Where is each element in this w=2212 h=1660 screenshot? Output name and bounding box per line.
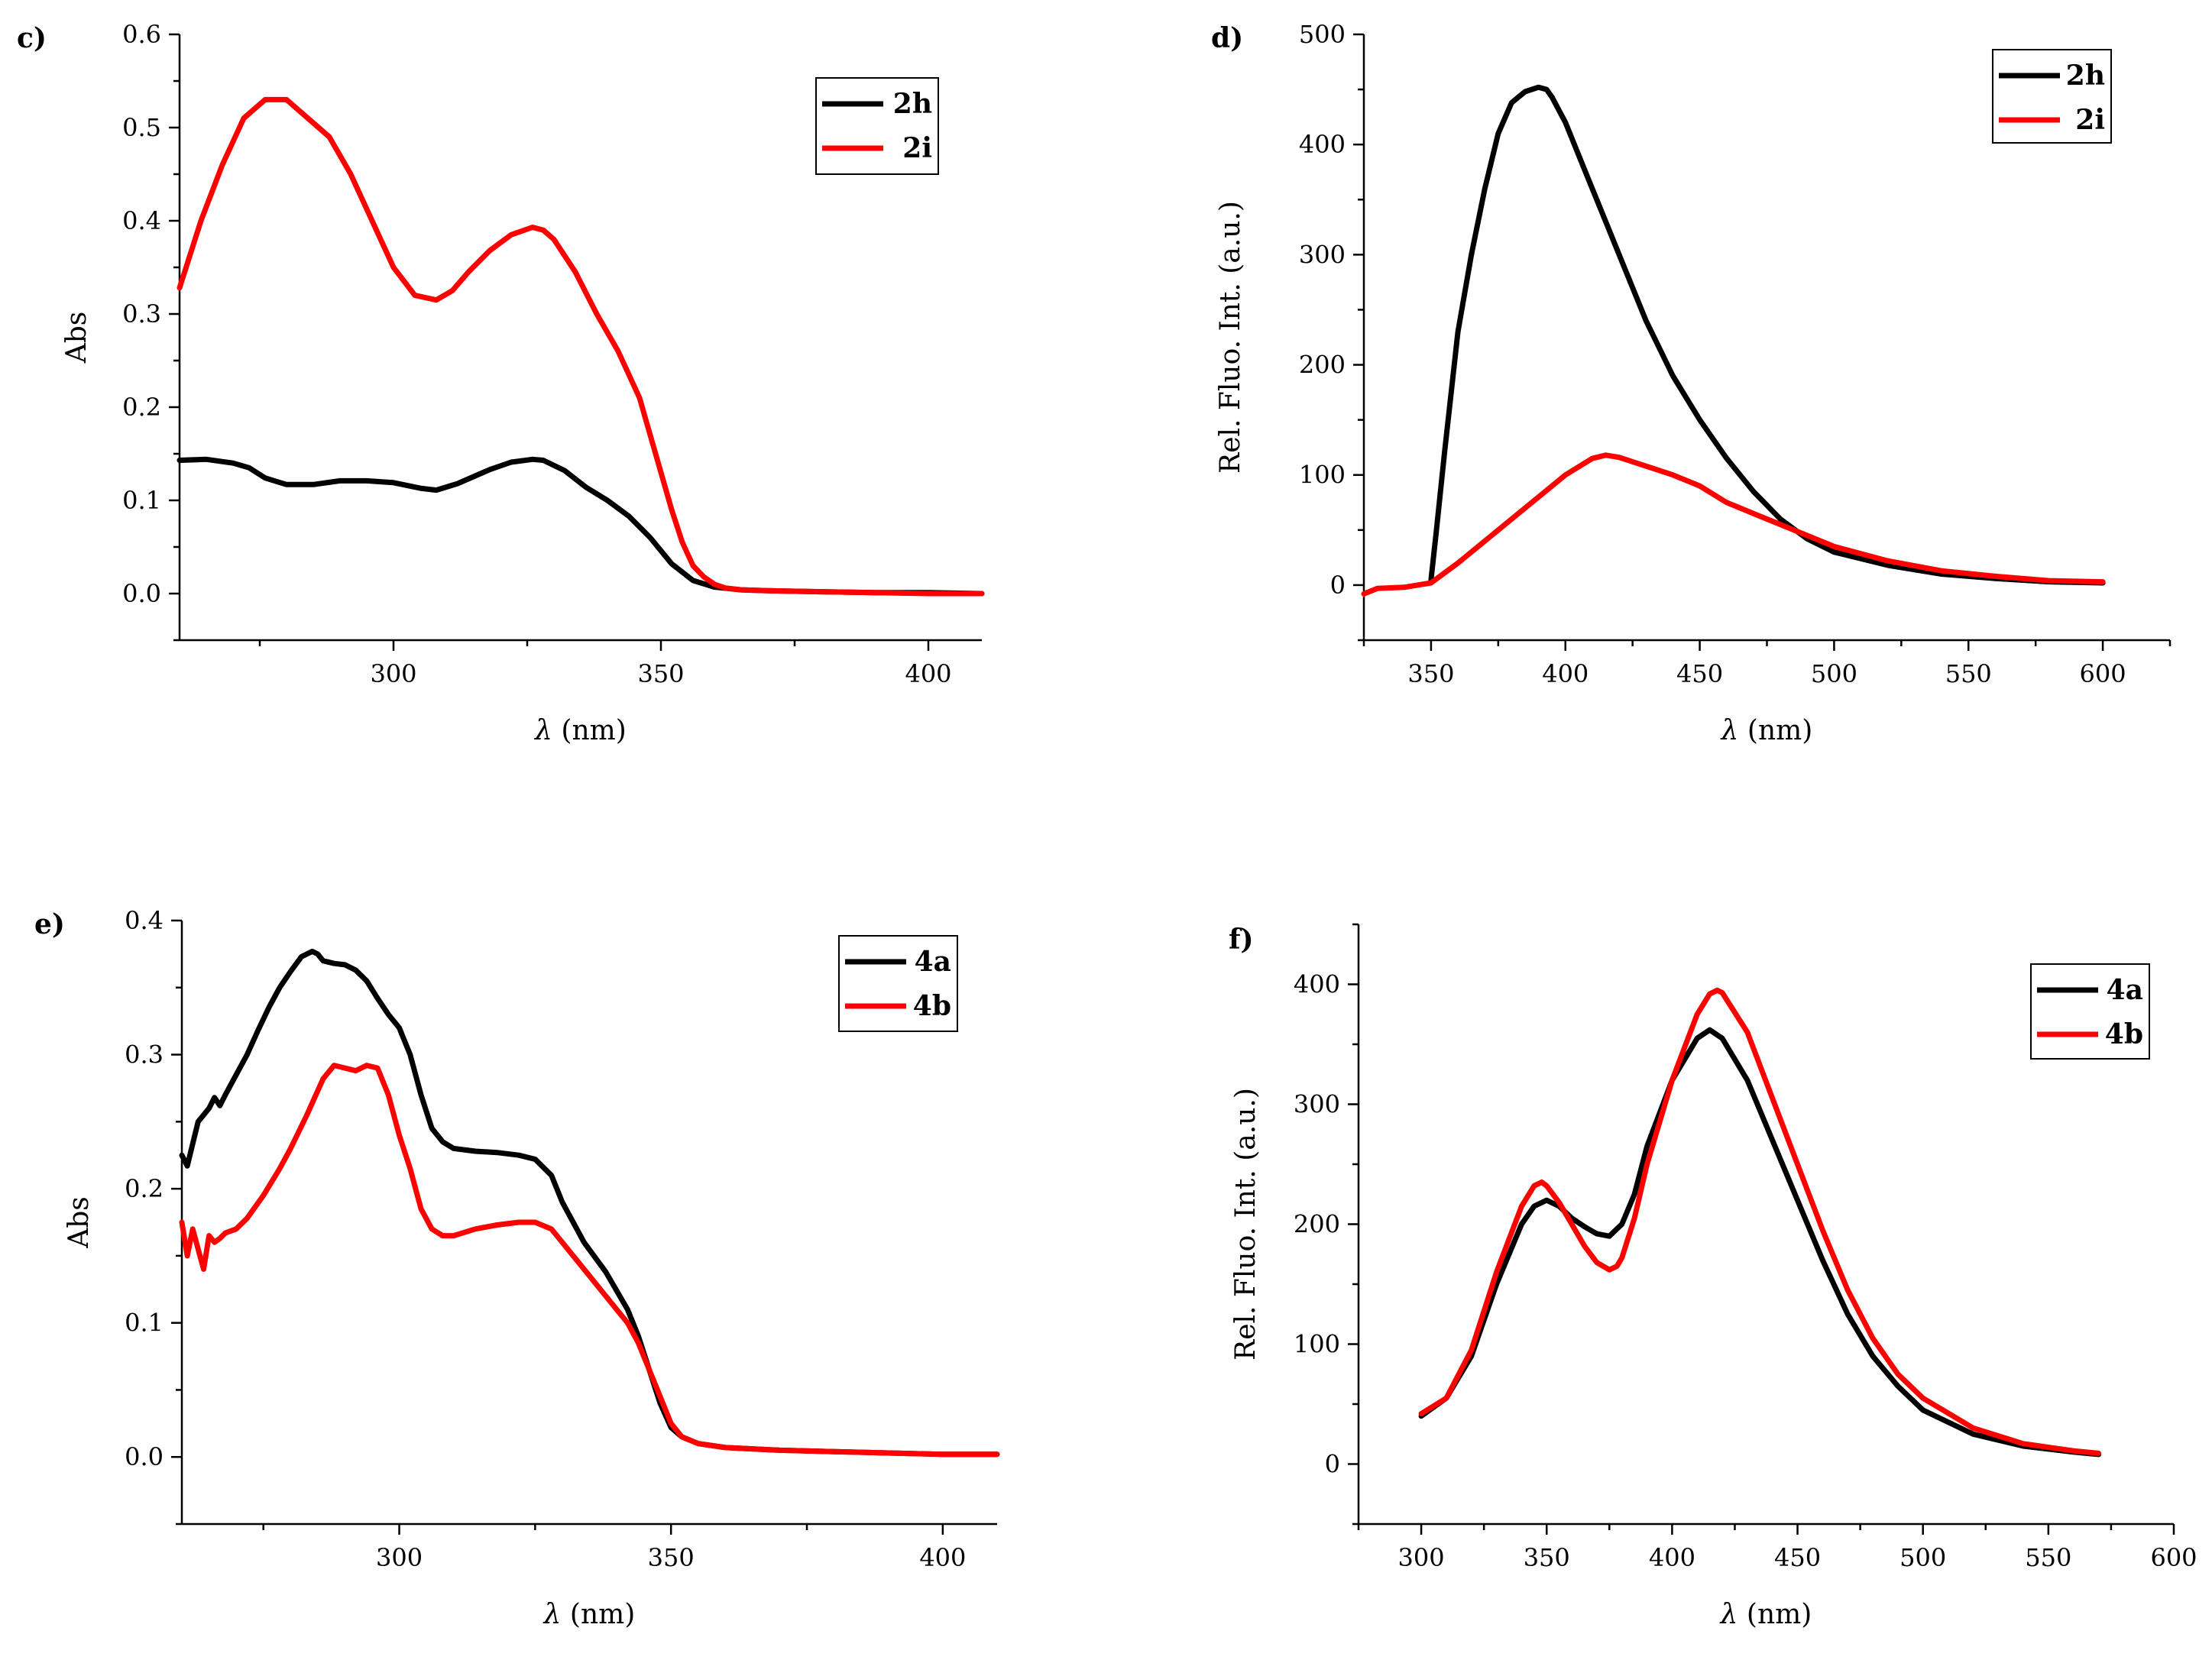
x-axis-label-symbol: λ (542, 1599, 562, 1630)
y-tick-label: 0.2 (122, 393, 161, 422)
legend-box (838, 935, 958, 1032)
legend-label-4a: 4a (2107, 974, 2143, 1006)
x-tick-label: 300 (370, 659, 416, 688)
legend-label-2h: 2h (2066, 60, 2105, 92)
y-tick-label: 100 (1299, 461, 1346, 490)
panel-f-fluorescence-4a-4b: f) 300 350 400 450 500 550 600 0 100 200 300 400 λ (n… (1229, 923, 2197, 1630)
y-tick-label: 0.4 (122, 206, 161, 235)
legend-box (1992, 49, 2112, 144)
series-line-2h (177, 456, 985, 597)
y-axis-label: Rel. Fluo. Int. (a.u.) (1230, 1088, 1261, 1361)
x-tick-label: 350 (648, 1543, 695, 1572)
x-axis-label-unit: (nm) (552, 715, 627, 746)
panel-label: f) (1229, 924, 1254, 956)
series-line-2h (1428, 84, 2106, 586)
x-axis-label: λ (nm) (1719, 1599, 1812, 1630)
x-tick-label: 450 (1774, 1543, 1821, 1572)
legend-label-4a: 4a (915, 946, 951, 978)
y-tick-label: 0.6 (122, 20, 161, 49)
y-tick-label: 0.4 (125, 906, 164, 935)
x-axis-label: λ (nm) (533, 715, 627, 746)
x-tick-label: 500 (1811, 659, 1857, 688)
x-tick-label: 300 (376, 1543, 423, 1572)
y-tick-label: 0 (1325, 1450, 1340, 1479)
y-axis-label: Abs (63, 1196, 95, 1249)
legend-label-4b: 4b (2105, 1018, 2143, 1050)
y-tick-label: 0.1 (125, 1309, 164, 1338)
series-line-2i (1361, 452, 2106, 597)
x-tick-label: 350 (637, 659, 684, 688)
x-tick-label: 400 (919, 1543, 966, 1572)
y-tick-label: 200 (1299, 351, 1346, 380)
x-axis-label-unit: (nm) (561, 1599, 635, 1630)
y-tick-label: 0.0 (125, 1442, 164, 1471)
x-tick-label: 500 (1899, 1543, 1946, 1572)
panel-d-fluorescence-2h-2i: d) 350 400 450 500 550 600 0 100 200 300 400 500 λ (n… (1211, 20, 2172, 746)
y-tick-label: 300 (1294, 1090, 1340, 1119)
y-tick-label: 100 (1294, 1330, 1340, 1359)
y-tick-label: 0 (1330, 571, 1346, 600)
x-tick-label: 400 (1649, 1543, 1695, 1572)
x-tick-label: 550 (1945, 659, 1992, 688)
series-line-2i (177, 96, 985, 597)
series-line-4b (179, 1063, 1000, 1458)
x-axis-label: λ (nm) (542, 1599, 636, 1630)
x-tick-label: 550 (2025, 1543, 2071, 1572)
x-tick-label: 600 (2080, 659, 2126, 688)
x-axis-label: λ (nm) (1720, 715, 1813, 746)
legend-label-2i: 2i (902, 132, 932, 164)
panel-label: e) (34, 908, 65, 940)
x-axis-label-symbol: λ (1719, 1599, 1738, 1630)
y-tick-label: 0.1 (122, 486, 161, 515)
legend-label-2i: 2i (2075, 104, 2105, 136)
y-tick-label: 300 (1299, 240, 1346, 269)
y-tick-label: 0.2 (125, 1174, 164, 1203)
x-tick-label: 350 (1524, 1543, 1570, 1572)
y-tick-label: 200 (1294, 1210, 1340, 1239)
legend-box (2030, 963, 2150, 1060)
y-tick-label: 0.5 (122, 113, 161, 142)
y-tick-label: 400 (1299, 130, 1346, 159)
y-tick-label: 500 (1299, 20, 1346, 49)
x-tick-label: 450 (1676, 659, 1723, 688)
y-axis-label: Rel. Fluo. Int. (a.u.) (1215, 201, 1246, 474)
x-tick-label: 400 (905, 659, 951, 688)
x-tick-label: 600 (2150, 1543, 2197, 1572)
x-tick-label: 300 (1398, 1543, 1445, 1572)
y-tick-label: 0.0 (122, 579, 161, 608)
panel-label: d) (1211, 22, 1243, 54)
y-tick-label: 400 (1294, 970, 1340, 999)
y-tick-label: 0.3 (122, 299, 161, 328)
x-axis-label-unit: (nm) (1738, 1599, 1812, 1630)
legend-box (815, 77, 939, 175)
series-line-4a (1418, 1027, 2101, 1458)
legend-label-4b: 4b (913, 990, 951, 1022)
x-axis-label-symbol: λ (533, 715, 552, 746)
y-axis-label: Abs (61, 312, 92, 364)
panel-label: c) (17, 22, 47, 54)
legend-label-2h: 2h (893, 88, 932, 120)
x-axis-label-unit: (nm) (1738, 715, 1812, 746)
panel-e-uv-abs-4a-4b: e) 300 350 400 0.0 0.1 0.2 0.3 0.4 λ (nm) Abs 4a 4b (34, 906, 1000, 1630)
x-tick-label: 350 (1407, 659, 1454, 688)
panel-c-uv-abs-2h-2i: c) 300 350 400 0.0 0.1 0.2 0.3 0.4 0.5 0.6 λ (nm) Ab… (17, 20, 985, 746)
y-tick-label: 0.3 (125, 1040, 164, 1069)
series-line-4b (1418, 987, 2101, 1456)
x-axis-label-symbol: λ (1720, 715, 1739, 746)
x-tick-label: 400 (1542, 659, 1589, 688)
